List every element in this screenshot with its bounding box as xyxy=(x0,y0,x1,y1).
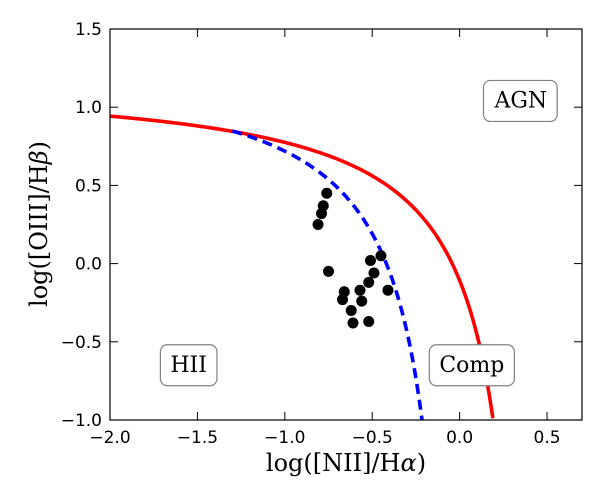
axis-ticks: −2.0 −1.5 −1.0 −0.5 0.0 0.5 −1.0 −0.5 0.0 0.5 1.0 1… xyxy=(61,20,582,448)
data-point xyxy=(347,317,359,329)
data-point xyxy=(363,315,375,327)
y-axis-label: log([OIII]/Hβ) xyxy=(25,141,53,307)
x-tick-label: −2.0 xyxy=(89,428,130,448)
y-tick-label: −0.5 xyxy=(61,333,102,353)
x-axis-label: log([NII]/Hα) xyxy=(266,449,426,477)
x-tick-label: −1.0 xyxy=(264,428,305,448)
region-labels: AGN HII Comp xyxy=(159,79,558,387)
x-tick-label: −0.5 xyxy=(352,428,393,448)
data-point xyxy=(382,284,394,296)
y-tick-label: 0.0 xyxy=(75,255,102,275)
kauffmann-dashed-line xyxy=(231,129,424,420)
x-tick-label: 0.5 xyxy=(534,428,561,448)
demarcation-lines xyxy=(110,114,495,420)
y-tick-label: 0.5 xyxy=(75,176,102,196)
kewley-solid-line xyxy=(110,114,495,419)
data-point xyxy=(368,267,380,279)
data-point xyxy=(321,187,333,199)
y-tick-label: −1.0 xyxy=(61,411,102,431)
region-label-box xyxy=(428,344,515,387)
data-point xyxy=(317,200,329,212)
data-point xyxy=(312,219,324,230)
plot-frame xyxy=(109,28,583,421)
x-tick-label: −1.5 xyxy=(177,428,218,448)
region-label-hii: HII xyxy=(159,344,218,387)
region-label-text: HII xyxy=(170,353,207,378)
data-points xyxy=(312,187,394,329)
data-point xyxy=(375,250,387,262)
data-point xyxy=(323,265,335,277)
region-label-box xyxy=(482,79,558,123)
data-point xyxy=(356,295,368,307)
y-tick-label: 1.0 xyxy=(75,98,102,118)
region-label-box xyxy=(159,344,218,387)
data-point xyxy=(354,284,366,296)
region-label-agn: AGN xyxy=(482,79,558,123)
data-point xyxy=(363,276,375,288)
region-label-text: Comp xyxy=(439,353,504,378)
data-point xyxy=(338,286,350,298)
data-point xyxy=(345,305,357,317)
x-tick-label: 0.0 xyxy=(446,428,473,448)
region-label-text: AGN xyxy=(493,88,547,113)
y-tick-label: 1.5 xyxy=(75,20,102,40)
region-label-comp: Comp xyxy=(428,344,515,387)
data-point xyxy=(364,254,376,266)
